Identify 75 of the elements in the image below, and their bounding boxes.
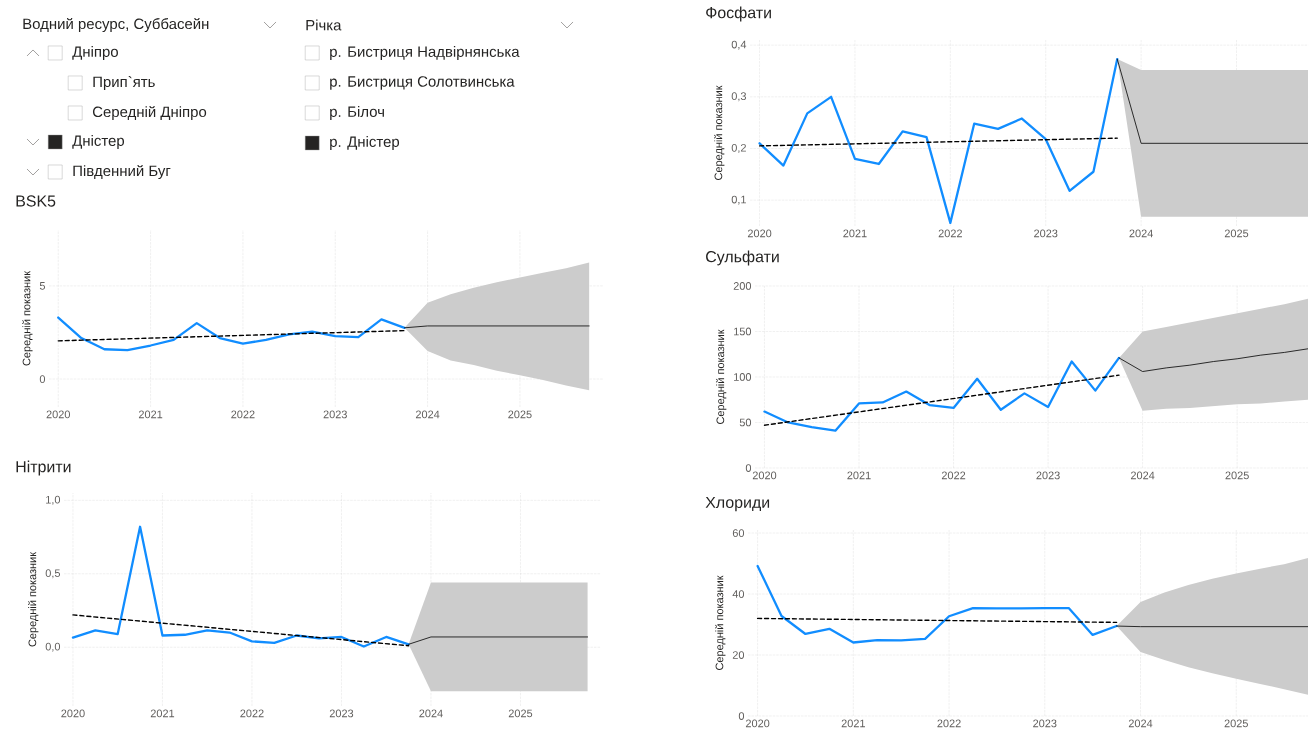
- y-tick-label: 5: [39, 282, 46, 290]
- x-tick-label: 2023: [1034, 229, 1058, 238]
- line-series: [1118, 348, 1309, 372]
- y-tick-label: 20: [732, 651, 745, 659]
- y-tick-label: 0,5: [45, 569, 61, 579]
- x-tick-label: 2022: [937, 719, 961, 728]
- x-tick-label: 2025: [508, 410, 532, 419]
- x-tick-label: 2024: [419, 709, 443, 718]
- x-tick-label: 2025: [508, 709, 533, 718]
- y-tick-label: 40: [732, 590, 745, 598]
- category-label: Прип`ять: [93, 75, 155, 91]
- x-tick-label: 2020: [752, 471, 777, 480]
- category-label: р. Дністер: [330, 136, 400, 150]
- line-series: [57, 316, 406, 352]
- text: Річка: [306, 19, 342, 31]
- x-tick-label: 2020: [46, 410, 70, 419]
- x-tick-label: 2020: [745, 719, 770, 728]
- line-series: [756, 564, 1118, 644]
- y-tick-label: 60: [732, 529, 745, 537]
- y-axis-title: Середній показник: [715, 575, 726, 670]
- x-tick-label: 2023: [1036, 471, 1060, 480]
- y-tick-label: 0,0: [45, 642, 61, 652]
- category-label: р. Бистриця Надвірнянська: [330, 46, 520, 60]
- category-label: Середній Дніпро: [92, 105, 207, 121]
- category-label: Дніпро: [72, 46, 118, 60]
- x-tick-label: 2024: [1130, 471, 1155, 480]
- line-series: [71, 525, 410, 648]
- y-tick-label: 0,3: [731, 92, 747, 102]
- y-tick-label: 150: [734, 327, 752, 336]
- line-series: [758, 57, 1119, 225]
- text: Водний ресурс, Суббасейн: [23, 17, 209, 33]
- x-tick-label: 2020: [61, 709, 85, 718]
- chart-title: Хлориди: [705, 496, 770, 512]
- y-axis-title: Середній показник: [714, 85, 725, 180]
- y-tick-label: 0: [738, 712, 745, 720]
- chart-title: Фосфати: [706, 6, 771, 22]
- line-series: [763, 356, 1121, 432]
- y-tick-label: 50: [739, 418, 752, 427]
- y-tick-label: 100: [734, 373, 752, 381]
- x-tick-label: 2022: [231, 410, 255, 419]
- y-tick-label: 0: [39, 375, 46, 383]
- x-tick-label: 2024: [415, 410, 440, 419]
- x-tick-label: 2024: [1128, 719, 1153, 728]
- y-tick-label: 0,2: [731, 143, 746, 154]
- category-label: Південний Буг: [73, 164, 171, 180]
- x-tick-label: 2022: [938, 229, 962, 238]
- x-tick-label: 2025: [1225, 471, 1249, 480]
- y-tick-label: 0: [745, 464, 752, 472]
- category-label: р. Бистриця Солотвинська: [330, 76, 515, 90]
- x-tick-label: 2024: [1129, 229, 1153, 238]
- x-tick-label: 2022: [240, 709, 264, 718]
- x-tick-label: 2025: [1224, 719, 1248, 728]
- x-tick-label: 2021: [847, 471, 871, 480]
- y-tick-label: 1,0: [46, 495, 61, 505]
- y-tick-label: 0,1: [731, 195, 746, 205]
- chart-title: Сульфати: [706, 250, 779, 266]
- y-axis-title: Середній показник: [28, 551, 39, 647]
- chart-title: BSK5: [16, 195, 56, 207]
- x-tick-label: 2023: [1033, 719, 1057, 728]
- x-tick-label: 2023: [323, 410, 347, 419]
- category-label: Дністер: [72, 135, 125, 149]
- x-tick-label: 2020: [747, 229, 772, 238]
- category-label: р. Білоч: [330, 106, 384, 120]
- x-tick-label: 2021: [841, 719, 865, 728]
- x-tick-label: 2023: [329, 709, 354, 718]
- chart-title: Нітрити: [16, 460, 71, 476]
- x-tick-label: 2021: [138, 410, 163, 419]
- y-axis-title: Середній показник: [22, 270, 33, 366]
- y-tick-label: 200: [733, 282, 752, 290]
- y-axis-title: Середній показник: [715, 329, 727, 424]
- y-tick-label: 0,4: [731, 40, 747, 50]
- x-tick-label: 2025: [1224, 229, 1249, 238]
- x-tick-label: 2021: [843, 229, 867, 238]
- x-tick-label: 2022: [941, 471, 966, 480]
- x-tick-label: 2021: [150, 709, 175, 718]
